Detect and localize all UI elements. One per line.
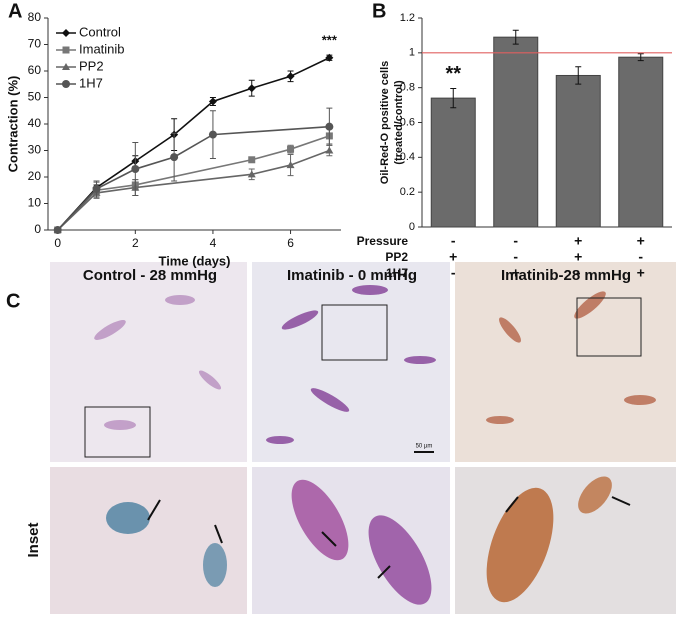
error-bar [450, 88, 457, 109]
marker [62, 63, 70, 70]
marker [53, 226, 62, 234]
panel-label: A [8, 0, 22, 22]
error-bar [575, 66, 582, 85]
x-axis-label: Time (days) [158, 253, 230, 268]
bar [430, 97, 476, 228]
marker [62, 80, 70, 88]
condition-value: - [576, 265, 581, 281]
panel-label: C [6, 290, 20, 312]
condition-label: PP2 [385, 250, 408, 264]
column-title: Imatinib-28 mmHg [501, 267, 631, 284]
condition-label: 1H7 [386, 266, 408, 280]
condition-value: + [637, 265, 645, 281]
y-tick-label: 30 [28, 143, 42, 157]
condition-value: - [451, 233, 456, 249]
y-tick-label: 0 [34, 222, 41, 236]
condition-value: - [513, 233, 518, 249]
marker [248, 156, 256, 164]
marker [208, 130, 217, 139]
image [50, 467, 247, 614]
marker [287, 145, 295, 153]
marker [325, 122, 334, 131]
line [57, 125, 330, 231]
annotation: ** [445, 63, 461, 85]
image [50, 262, 247, 462]
y-tick-label: 40 [28, 116, 42, 130]
marker [170, 153, 179, 162]
column-title: Control - 28 mmHg [83, 267, 217, 284]
micrographs: 50 µm Control - 28 mmHg Imatinib - 0 mmH… [25, 262, 676, 614]
y-axis-label: Contraction (%) [5, 76, 20, 173]
bar [493, 36, 539, 228]
legend-label: Control [79, 24, 121, 39]
bar [555, 74, 601, 228]
x-tick-label: 0 [54, 236, 61, 250]
condition-value: + [574, 233, 582, 249]
legend-label: Imatinib [79, 41, 125, 56]
error-bar [637, 53, 644, 62]
marker [286, 161, 295, 169]
marker [62, 29, 70, 37]
panel-label: B [372, 0, 386, 22]
marker [131, 165, 140, 174]
line [57, 57, 330, 231]
marker [208, 97, 217, 106]
y-tick-label: 1 [409, 47, 415, 59]
y-tick-label: 1.2 [400, 12, 415, 24]
marker [247, 170, 256, 178]
y-tick-label: 0.2 [400, 186, 415, 198]
condition-value: + [449, 249, 457, 265]
column-title: Imatinib - 0 mmHg [287, 267, 417, 284]
annotation: *** [322, 33, 338, 48]
y-axis-label: Oil-Red-O positive cells [379, 61, 391, 184]
line [57, 149, 330, 231]
marker [62, 46, 70, 54]
y-tick-label: 50 [28, 90, 42, 104]
marker [325, 146, 334, 154]
marker [247, 84, 256, 93]
condition-value: - [451, 265, 456, 281]
marker [325, 53, 334, 62]
condition-value: + [574, 249, 582, 265]
x-tick-label: 6 [287, 236, 294, 250]
marker [286, 72, 295, 81]
legend-label: PP2 [79, 58, 104, 73]
y-tick-label: 0.8 [400, 82, 415, 94]
scale-bar-label: 50 µm [416, 444, 433, 450]
image [455, 467, 676, 614]
condition-label: Pressure [357, 234, 409, 248]
x-tick-label: 2 [132, 236, 139, 250]
y-tick-label: 0 [409, 221, 415, 233]
y-axis-label: (treated/control) [393, 80, 405, 165]
legend-label: 1H7 [79, 75, 103, 90]
condition-value: + [637, 233, 645, 249]
y-tick-label: 0.6 [400, 116, 415, 128]
y-tick-label: 10 [28, 196, 42, 210]
error-bar [512, 29, 519, 45]
y-tick-label: 60 [28, 63, 42, 77]
condition-value: - [638, 249, 643, 265]
row-label: Inset [25, 522, 42, 557]
y-tick-label: 70 [28, 37, 42, 51]
y-tick-label: 20 [28, 169, 42, 183]
y-tick-label: 0.4 [400, 151, 415, 163]
bar [618, 56, 664, 228]
image [455, 262, 676, 462]
condition-value: + [512, 265, 520, 281]
marker [92, 184, 101, 193]
x-tick-label: 4 [210, 236, 217, 250]
condition-value: - [513, 249, 518, 265]
y-tick-label: 80 [28, 10, 42, 24]
